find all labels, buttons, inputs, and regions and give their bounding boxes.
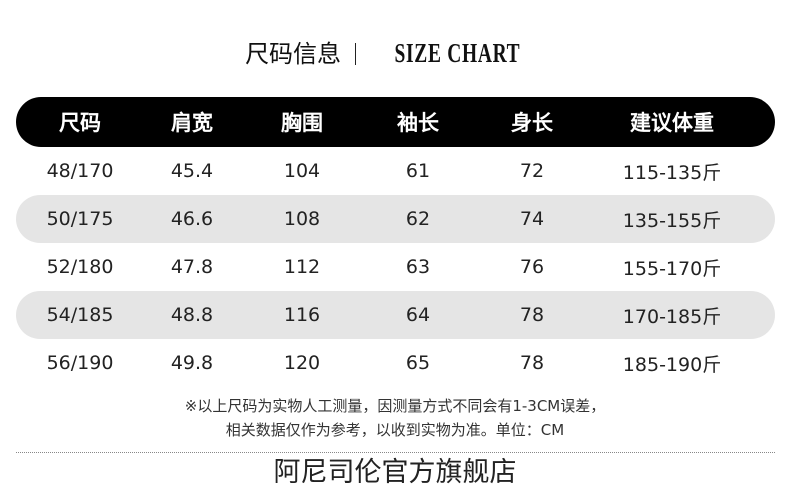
title-cn: 尺码信息 [245, 40, 342, 68]
table-cell: 155-170斤 [622, 257, 722, 280]
table-cell: 63 [405, 256, 431, 278]
header-weight: 建议体重 [630, 111, 714, 135]
table-cell: 47.8 [170, 256, 214, 278]
table-cell: 62 [405, 208, 431, 230]
table-cell: 46.6 [170, 208, 214, 230]
note-line-1: ※以上尺码为实物人工测量，因测量方式不同会有1-3CM误差， [184, 397, 606, 415]
table-cell: 72 [519, 160, 545, 182]
table-cell: 76 [519, 256, 545, 278]
table-row: 52/180 47.8 112 63 76 155-170斤 [16, 243, 775, 291]
header-sleeve: 袖长 [397, 111, 439, 135]
header-shoulder: 肩宽 [171, 111, 213, 135]
table-cell: 120 [283, 352, 321, 374]
table-row: 48/170 45.4 104 61 72 115-135斤 [16, 147, 775, 195]
table-cell: 48/170 [46, 160, 114, 182]
header-length: 身长 [511, 111, 553, 135]
table-cell: 104 [283, 160, 321, 182]
table-cell: 61 [405, 160, 431, 182]
table-cell: 56/190 [46, 352, 114, 374]
title-en: SIZE CHART [394, 38, 521, 68]
table-cell: 170-185斤 [622, 305, 722, 328]
header-chest: 胸围 [281, 111, 323, 135]
table-cell: 78 [519, 352, 545, 374]
table-cell: 135-155斤 [622, 209, 722, 232]
table-row: 56/190 49.8 120 65 78 185-190斤 [16, 339, 775, 387]
table-cell: 50/175 [46, 208, 114, 230]
table-cell: 49.8 [170, 352, 214, 374]
dotted-divider [16, 452, 775, 453]
page-title: 尺码信息 SIZE CHART [0, 34, 790, 69]
watermark: 阿尼司伦官方旗舰店 [273, 457, 517, 488]
table-cell: 116 [283, 304, 321, 326]
table-cell: 54/185 [46, 304, 114, 326]
note-line-2: 相关数据仅作为参考，以收到实物为准。单位：CM [225, 421, 565, 439]
table-row: 54/185 48.8 116 64 78 170-185斤 [16, 291, 775, 339]
table-cell: 185-190斤 [622, 353, 722, 376]
table-cell: 112 [283, 256, 321, 278]
table-cell: 52/180 [46, 256, 114, 278]
table-cell: 64 [405, 304, 431, 326]
table-cell: 45.4 [170, 160, 214, 182]
table-cell: 74 [519, 208, 545, 230]
title-divider [355, 43, 357, 65]
table-cell: 78 [519, 304, 545, 326]
table-cell: 108 [283, 208, 321, 230]
header-size: 尺码 [59, 111, 101, 135]
table-header: 尺码 肩宽 胸围 袖长 身长 建议体重 [16, 97, 775, 147]
table-cell: 65 [405, 352, 431, 374]
table-row: 50/175 46.6 108 62 74 135-155斤 [16, 195, 775, 243]
table-cell: 48.8 [170, 304, 214, 326]
table-cell: 115-135斤 [622, 161, 722, 184]
